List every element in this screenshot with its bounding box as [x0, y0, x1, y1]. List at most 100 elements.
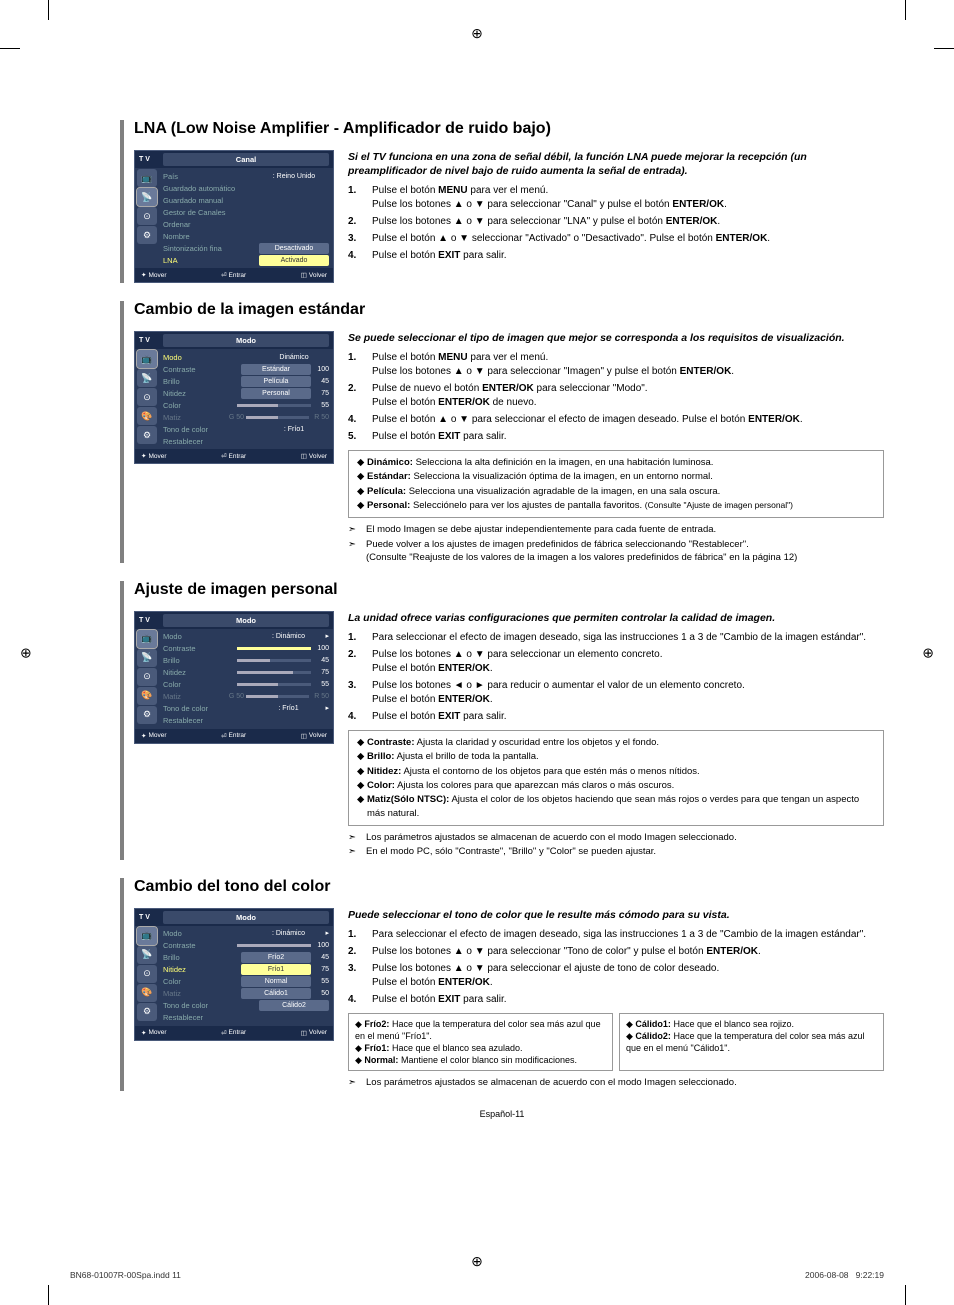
menu-row: Tono de color: Frío1▸ [163, 703, 329, 715]
step: 3.Pulse los botones ▲ o ▼ para seleccion… [348, 962, 884, 990]
menu-row: País: Reino Unido [163, 170, 329, 182]
menu-row: Nombre [163, 230, 329, 242]
tv-logo: T V [135, 153, 159, 166]
menu-row: Contraste100 [163, 940, 329, 952]
registration-mark: ⊕ [471, 1253, 483, 1270]
step: 3.Pulse el botón ▲ o ▼ seleccionar "Acti… [348, 232, 884, 246]
menu-row: MatizCálido150 [163, 988, 329, 1000]
section-tono-color: Cambio del tono del color T VModo 📺📡⊙🎨⚙ … [120, 878, 884, 1091]
foot-return: ◫ Volver [301, 732, 327, 740]
step: 2.Pulse de nuevo el botón ENTER/OK para … [348, 382, 884, 410]
menu-row: Restablecer [163, 435, 329, 447]
menu-row: ColorNormal55 [163, 976, 329, 988]
menu-title: Modo [163, 334, 329, 347]
section-intro: Si el TV funciona en una zona de señal d… [348, 150, 884, 178]
footer-date: 2006-08-08 [805, 1270, 848, 1280]
menu-row: BrilloFrío245 [163, 952, 329, 964]
menu-row: ModoDinámico [163, 351, 329, 363]
step: 4.Pulse el botón ▲ o ▼ para seleccionar … [348, 413, 884, 427]
tv-logo: T V [135, 334, 159, 347]
step: 2.Pulse los botones ▲ o ▼ para seleccion… [348, 648, 884, 676]
menu-row: Tono de color: Frío1 [163, 423, 329, 435]
section-title: Ajuste de imagen personal [134, 581, 884, 599]
foot-enter: ⏎ Entrar [221, 452, 246, 460]
step: 1.Para seleccionar el efecto de imagen d… [348, 631, 884, 645]
menu-row: NitidezPersonal75 [163, 387, 329, 399]
tv-logo: T V [135, 614, 159, 627]
foot-return: ◫ Volver [301, 1029, 327, 1037]
menu-row: MatizG 50R 50 [163, 691, 329, 703]
foot-return: ◫ Volver [301, 452, 327, 460]
foot-enter: ⏎ Entrar [221, 732, 246, 740]
registration-mark: ⊕ [20, 644, 32, 661]
menu-icon-strip: 📺 📡 ⊙ ⚙ [135, 168, 159, 268]
menu-row: Tono de colorCálido2 [163, 1000, 329, 1012]
footer-time: 9:22:19 [856, 1270, 884, 1280]
menu-row: NitidezFrío175 [163, 964, 329, 976]
step: 4.Pulse el botón EXIT para salir. [348, 249, 884, 263]
footer-filename: BN68-01007R-00Spa.indd 11 [70, 1270, 181, 1280]
menu-icon-strip: 📺📡⊙🎨⚙ [135, 629, 159, 729]
menu-row: Gestor de Canales [163, 206, 329, 218]
menu-row: Color55 [163, 399, 329, 411]
foot-enter: ⏎ Entrar [221, 271, 246, 279]
menu-icon: ⊙ [137, 207, 157, 225]
foot-move: ✦ Mover [141, 271, 167, 279]
tv-menu-canal: T V Canal 📺 📡 ⊙ ⚙ País: Reino UnidoGuard… [134, 150, 334, 283]
section-title: Cambio del tono del color [134, 878, 884, 896]
foot-move: ✦ Mover [141, 732, 167, 740]
section-imagen-estandar: Cambio de la imagen estándar T V Modo 📺📡⊙… [120, 301, 884, 563]
menu-row: LNAActivado [163, 254, 329, 266]
foot-move: ✦ Mover [141, 1029, 167, 1037]
section-title: Cambio de la imagen estándar [134, 301, 884, 319]
menu-row: Nitidez75 [163, 667, 329, 679]
step: 5.Pulse el botón EXIT para salir. [348, 430, 884, 444]
step: 3.Pulse los botones ◄ o ► para reducir o… [348, 679, 884, 707]
menu-row: Sintonización finaDesactivado [163, 242, 329, 254]
step: 1.Pulse el botón MENU para ver el menú.P… [348, 184, 884, 212]
menu-row: Restablecer [163, 715, 329, 727]
step: 2.Pulse los botones ▲ o ▼ para seleccion… [348, 945, 884, 959]
notes: ➣Los parámetros ajustados se almacenan d… [348, 831, 884, 859]
tv-logo: T V [135, 911, 159, 924]
menu-row: ContrasteEstándar100 [163, 363, 329, 375]
menu-icon-strip: 📺📡⊙🎨⚙ [135, 349, 159, 449]
menu-icon: 📺 [137, 169, 157, 187]
section-lna: LNA (Low Noise Amplifier - Amplificador … [120, 120, 884, 283]
registration-mark: ⊕ [922, 644, 934, 661]
menu-row: Contraste100 [163, 643, 329, 655]
section-intro: Se puede seleccionar el tipo de imagen q… [348, 331, 884, 345]
param-descriptions: ◆Contraste: Ajusta la claridad y oscurid… [348, 730, 884, 826]
tv-menu-modo2: T VModo 📺📡⊙🎨⚙ Modo: Dinámico▸Contraste10… [134, 611, 334, 744]
menu-row: Guardado automático [163, 182, 329, 194]
menu-row: Color55 [163, 679, 329, 691]
menu-row: Guardado manual [163, 194, 329, 206]
menu-row: Ordenar [163, 218, 329, 230]
step: 1.Para seleccionar el efecto de imagen d… [348, 928, 884, 942]
step: 4.Pulse el botón EXIT para salir. [348, 710, 884, 724]
mode-descriptions: ◆Dinámico: Selecciona la alta definición… [348, 450, 884, 518]
foot-return: ◫ Volver [301, 271, 327, 279]
step: 4.Pulse el botón EXIT para salir. [348, 993, 884, 1007]
section-title: LNA (Low Noise Amplifier - Amplificador … [134, 120, 884, 138]
menu-title: Modo [163, 911, 329, 924]
foot-move: ✦ Mover [141, 452, 167, 460]
tv-menu-modo: T V Modo 📺📡⊙🎨⚙ ModoDinámicoContrasteEstán… [134, 331, 334, 464]
menu-row: MatizG 50R 50 [163, 411, 329, 423]
step: 2.Pulse los botones ▲ o ▼ para seleccion… [348, 215, 884, 229]
foot-enter: ⏎ Entrar [221, 1029, 246, 1037]
step: 1.Pulse el botón MENU para ver el menú.P… [348, 351, 884, 379]
section-intro: Puede seleccionar el tono de color que l… [348, 908, 884, 922]
menu-row: BrilloPelícula45 [163, 375, 329, 387]
tv-menu-tono: T VModo 📺📡⊙🎨⚙ Modo: Dinámico▸Contraste10… [134, 908, 334, 1041]
page-number: Español-11 [120, 1109, 884, 1119]
menu-icon: 📡 [137, 188, 157, 206]
registration-mark: ⊕ [471, 25, 483, 42]
section-imagen-personal: Ajuste de imagen personal T VModo 📺📡⊙🎨⚙ … [120, 581, 884, 860]
menu-row: Modo: Dinámico▸ [163, 928, 329, 940]
menu-title: Canal [163, 153, 329, 166]
tone-descriptions: ◆ Frío2: Hace que la temperatura del col… [348, 1013, 884, 1072]
section-intro: La unidad ofrece varias configuraciones … [348, 611, 884, 625]
menu-title: Modo [163, 614, 329, 627]
menu-row: Restablecer [163, 1012, 329, 1024]
